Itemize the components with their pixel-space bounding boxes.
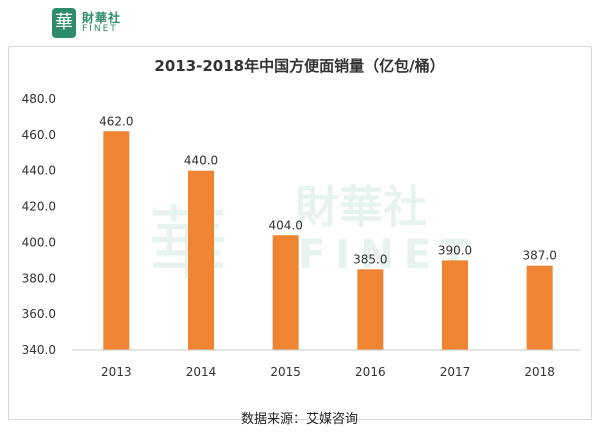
- finet-logo: 華 財華社 FINET: [52, 8, 121, 38]
- y-tick-label: 460.0: [22, 128, 56, 142]
- data-source: 数据来源：艾媒咨询: [240, 412, 358, 427]
- bar: [526, 265, 553, 350]
- data-label: 390.0: [438, 243, 472, 257]
- bar: [188, 170, 214, 350]
- y-tick-label: 380.0: [22, 271, 56, 285]
- watermark-name-cn: 財華社: [295, 182, 427, 233]
- data-label: 440.0: [184, 154, 218, 168]
- y-tick-label: 440.0: [22, 164, 56, 178]
- bar: [442, 260, 468, 350]
- bar: [103, 131, 130, 350]
- x-tick-label: 2017: [440, 365, 471, 379]
- y-tick-label: 480.0: [22, 92, 56, 106]
- logo-name-en: FINET: [82, 23, 118, 34]
- y-tick-label: 340.0: [22, 343, 56, 357]
- bar: [357, 269, 384, 350]
- data-label: 387.0: [522, 249, 556, 263]
- logo-name-cn: 財華社: [82, 10, 122, 25]
- y-tick-label: 400.0: [22, 235, 56, 249]
- bar: [272, 235, 299, 350]
- data-label: 404.0: [268, 218, 302, 232]
- x-tick-label: 2016: [355, 365, 386, 379]
- x-tick-label: 2015: [270, 365, 301, 379]
- x-tick-label: 2018: [524, 365, 555, 379]
- logo-mark: 華: [52, 8, 76, 38]
- y-tick-label: 420.0: [22, 200, 56, 214]
- y-tick-label: 360.0: [22, 307, 56, 321]
- x-tick-label: 2014: [186, 365, 217, 379]
- data-label: 385.0: [353, 252, 387, 266]
- data-label: 462.0: [99, 114, 133, 128]
- chart-title: 2013-2018年中国方便面销量（亿包/桶）: [154, 57, 445, 75]
- x-tick-label: 2013: [101, 365, 132, 379]
